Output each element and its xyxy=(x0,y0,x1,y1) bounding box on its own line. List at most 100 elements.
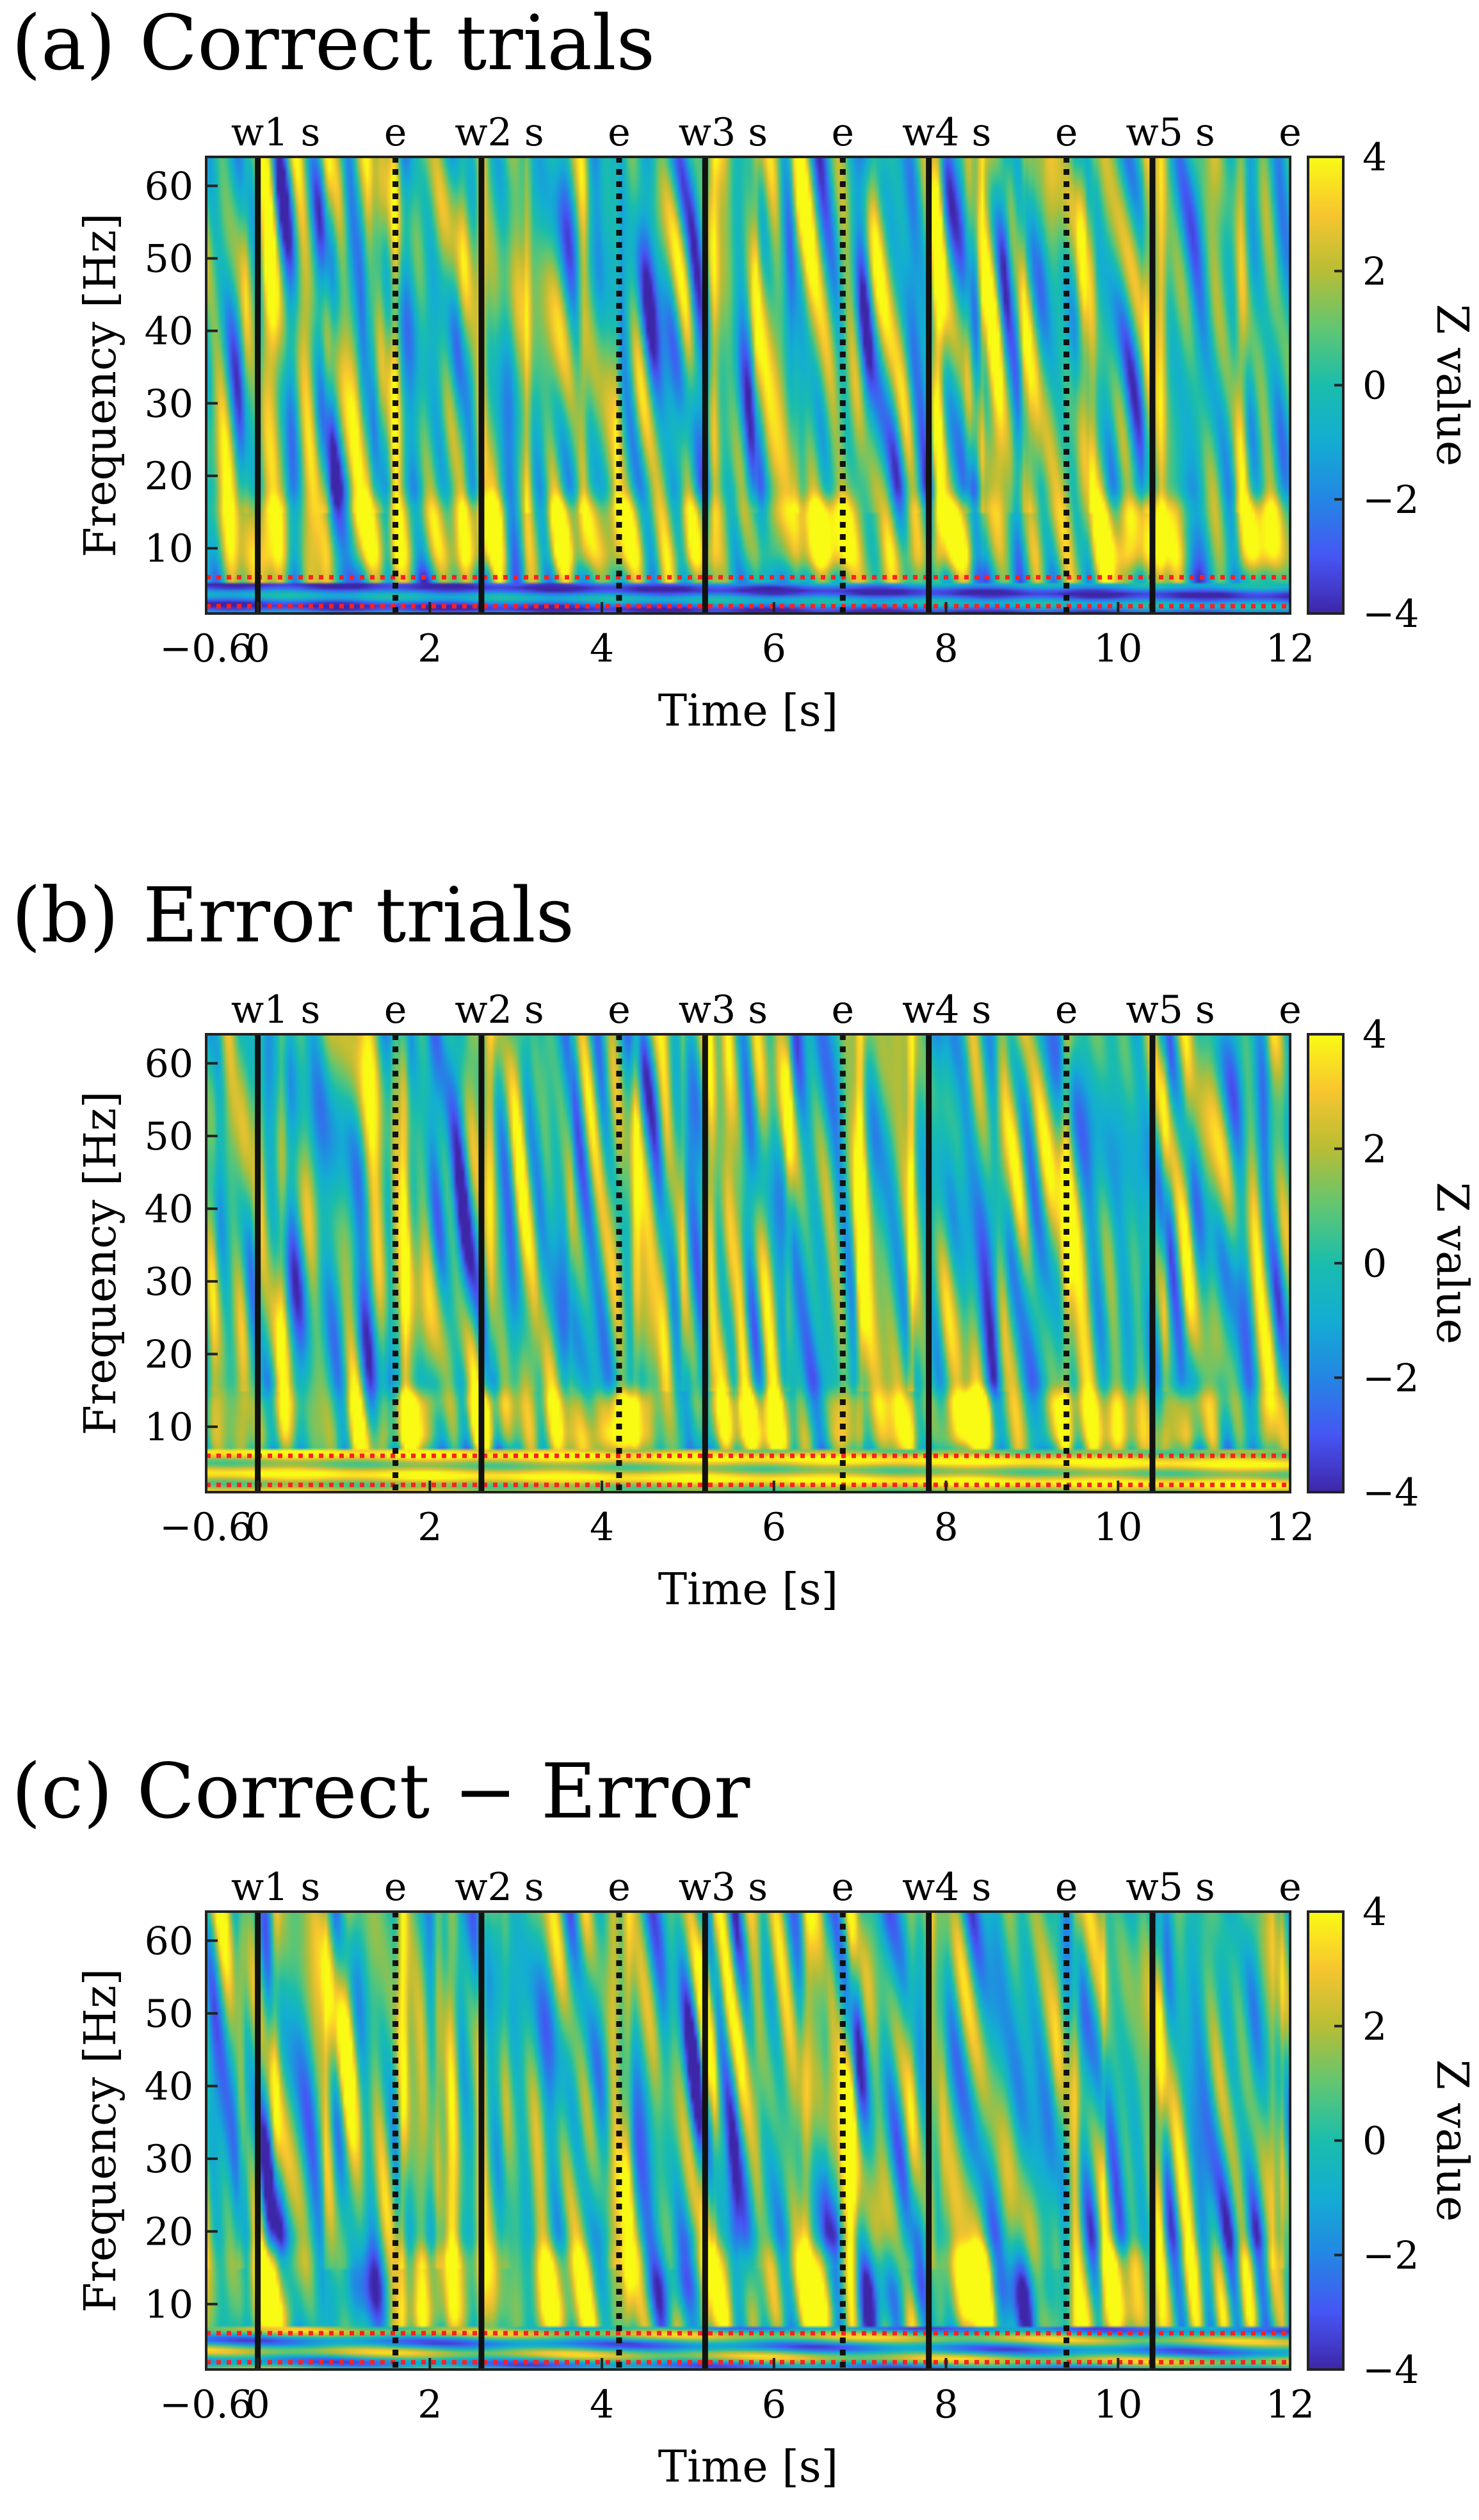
y-tick-label: 50 xyxy=(145,1992,193,2036)
colorbar-tick-label: −4 xyxy=(1362,592,1419,637)
event-label: w3 s xyxy=(679,110,768,155)
x-tick-label: 0 xyxy=(246,1505,270,1550)
event-label: e xyxy=(1279,988,1302,1032)
x-tick-label: 2 xyxy=(417,626,442,671)
event-label: e xyxy=(608,110,631,155)
y-tick-label: 60 xyxy=(145,1041,193,1086)
colorbar-tick-label: −4 xyxy=(1362,2348,1419,2393)
y-tick-label: 30 xyxy=(145,2137,193,2182)
x-tick-label: 4 xyxy=(590,626,614,671)
colorbar-tick-label: 2 xyxy=(1362,249,1387,294)
x-tick-label: 4 xyxy=(590,1505,614,1550)
x-tick-label: 10 xyxy=(1094,2382,1142,2427)
event-label: w1 s xyxy=(231,988,320,1032)
x-axis-label: Time [s] xyxy=(658,2442,838,2492)
event-label: e xyxy=(608,988,631,1032)
heatmap-image xyxy=(206,1034,1290,1492)
event-label: w4 s xyxy=(902,1865,991,1910)
panel-c-title: (c) Correct − Error xyxy=(12,1747,750,1835)
y-tick-label: 20 xyxy=(145,2209,193,2254)
event-label: e xyxy=(608,1865,631,1910)
x-axis-label: Time [s] xyxy=(658,686,838,736)
y-tick-label: 40 xyxy=(145,1187,193,1232)
y-tick-label: 30 xyxy=(145,382,193,427)
event-label: e xyxy=(1055,988,1078,1032)
colorbar-tick-label: −2 xyxy=(1362,2233,1419,2278)
colorbar-tick-label: −4 xyxy=(1362,1470,1419,1515)
colorbar-tick-label: 4 xyxy=(1362,1890,1387,1935)
y-tick-label: 10 xyxy=(145,1405,193,1450)
event-label: w3 s xyxy=(679,988,768,1032)
y-tick-label: 50 xyxy=(145,1114,193,1159)
event-label: e xyxy=(832,1865,855,1910)
plot-frame xyxy=(205,156,1291,615)
event-label: w1 s xyxy=(231,110,320,155)
event-label: w2 s xyxy=(455,988,544,1032)
y-tick-label: 40 xyxy=(145,2064,193,2109)
event-label: w2 s xyxy=(455,110,544,155)
panel-a-title: (a) Correct trials xyxy=(12,0,656,87)
event-label: e xyxy=(1055,1865,1078,1910)
event-label: e xyxy=(832,988,855,1032)
plot-frame xyxy=(205,1033,1291,1493)
colorbar-label: Z value xyxy=(1426,1182,1477,1345)
panel-a-chart: w1 s e w2 s e w3 s e w4 s e w5 s e−0.60 2 4 6 8 10 1210… xyxy=(76,110,1477,736)
event-label: w5 s xyxy=(1126,988,1215,1032)
x-tick-label: 0 xyxy=(246,626,270,671)
heatmap-image xyxy=(206,157,1290,614)
colorbar-label: Z value xyxy=(1426,304,1477,467)
event-label: w2 s xyxy=(455,1865,544,1910)
colorbar-tick-label: −2 xyxy=(1362,478,1419,523)
x-tick-label: 2 xyxy=(417,1505,442,1550)
x-tick-label: 8 xyxy=(933,1505,958,1550)
event-label: e xyxy=(1279,1865,1302,1910)
x-tick-label: −0.6 xyxy=(159,2382,253,2427)
heatmap-image xyxy=(206,1912,1290,2370)
y-tick-label: 20 xyxy=(145,1332,193,1377)
x-axis-label: Time [s] xyxy=(658,1565,838,1615)
event-label: w1 s xyxy=(231,1865,320,1910)
x-tick-label: 8 xyxy=(933,2382,958,2427)
colorbar-tick-label: 4 xyxy=(1362,135,1387,180)
colorbar-tick-label: 0 xyxy=(1362,1242,1387,1287)
x-tick-label: −0.6 xyxy=(159,626,253,671)
x-tick-label: 6 xyxy=(762,1505,786,1550)
y-tick-label: 10 xyxy=(145,2282,193,2327)
x-tick-label: 8 xyxy=(933,626,958,671)
y-tick-label: 10 xyxy=(145,526,193,571)
event-label: e xyxy=(1279,110,1302,155)
event-label: e xyxy=(384,988,407,1032)
event-label: w4 s xyxy=(902,988,991,1032)
event-label: w4 s xyxy=(902,110,991,155)
event-label: w5 s xyxy=(1126,110,1215,155)
panel-b-title: (b) Error trials xyxy=(12,871,575,959)
x-tick-label: 10 xyxy=(1094,1505,1142,1550)
y-tick-label: 60 xyxy=(145,164,193,209)
plot-frame xyxy=(205,1910,1291,2371)
x-tick-label: 10 xyxy=(1094,626,1142,671)
colorbar-tick-label: −2 xyxy=(1362,1356,1419,1401)
colorbar-label: Z value xyxy=(1426,2060,1477,2222)
x-tick-label: 0 xyxy=(246,2382,270,2427)
y-axis-label: Frequency [Hz] xyxy=(76,1091,126,1436)
colorbar-tick-label: 0 xyxy=(1362,364,1387,409)
y-tick-label: 40 xyxy=(145,309,193,354)
y-tick-label: 50 xyxy=(145,236,193,281)
panel-c-chart: w1 s e w2 s e w3 s e w4 s e w5 s e−0.60 2 4 6 8 10 1210… xyxy=(76,1865,1477,2492)
x-tick-label: −0.6 xyxy=(159,1505,253,1550)
x-tick-label: 2 xyxy=(417,2382,442,2427)
panel-b-chart: w1 s e w2 s e w3 s e w4 s e w5 s e−0.60 2 4 6 8 10 1210… xyxy=(76,988,1477,1615)
y-axis-label: Frequency [Hz] xyxy=(76,213,126,558)
x-tick-label: 4 xyxy=(590,2382,614,2427)
x-tick-label: 6 xyxy=(762,626,786,671)
x-tick-label: 6 xyxy=(762,2382,786,2427)
y-tick-label: 20 xyxy=(145,454,193,499)
x-tick-label: 12 xyxy=(1266,1505,1314,1550)
event-label: w5 s xyxy=(1126,1865,1215,1910)
colorbar-tick-label: 0 xyxy=(1362,2119,1387,2164)
event-label: w3 s xyxy=(679,1865,768,1910)
colorbar-tick-label: 2 xyxy=(1362,1127,1387,1172)
y-axis-label: Frequency [Hz] xyxy=(76,1969,126,2313)
x-tick-label: 12 xyxy=(1266,2382,1314,2427)
y-tick-label: 60 xyxy=(145,1919,193,1963)
